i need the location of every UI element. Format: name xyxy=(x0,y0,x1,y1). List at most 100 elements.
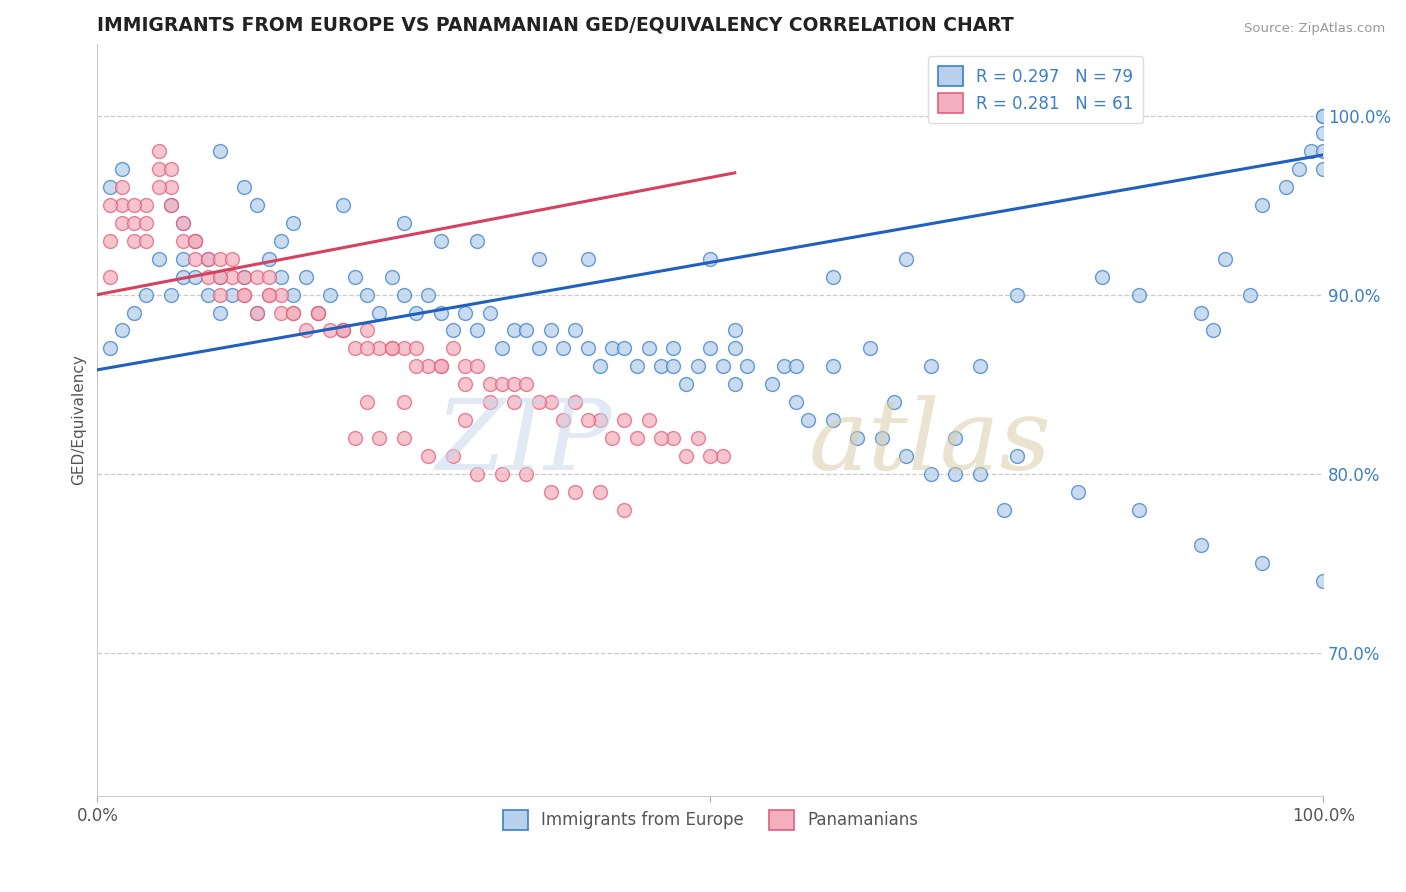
Point xyxy=(332,323,354,337)
Point xyxy=(1067,484,1090,499)
Point xyxy=(356,323,378,337)
Point xyxy=(589,484,612,499)
Point xyxy=(686,359,709,374)
Point xyxy=(148,145,170,159)
Point xyxy=(564,323,586,337)
Point xyxy=(735,359,758,374)
Point xyxy=(257,252,280,266)
Point xyxy=(613,502,636,516)
Point xyxy=(686,431,709,445)
Point xyxy=(564,484,586,499)
Point xyxy=(343,342,366,356)
Point xyxy=(870,431,893,445)
Point xyxy=(858,342,880,356)
Point xyxy=(1312,109,1334,123)
Text: atlas: atlas xyxy=(808,395,1052,491)
Point xyxy=(221,269,243,284)
Point xyxy=(454,305,477,319)
Point xyxy=(650,359,672,374)
Point xyxy=(160,198,183,212)
Point xyxy=(761,377,783,392)
Point xyxy=(478,305,501,319)
Point xyxy=(135,287,157,301)
Point xyxy=(405,342,427,356)
Point xyxy=(626,431,648,445)
Point xyxy=(993,502,1015,516)
Point xyxy=(699,342,721,356)
Point xyxy=(527,342,550,356)
Point xyxy=(711,449,734,463)
Point xyxy=(257,287,280,301)
Point xyxy=(1091,269,1114,284)
Point xyxy=(1202,323,1225,337)
Point xyxy=(233,287,256,301)
Point xyxy=(896,449,918,463)
Point xyxy=(478,395,501,409)
Point xyxy=(1250,556,1272,570)
Point xyxy=(564,395,586,409)
Point xyxy=(270,287,292,301)
Point xyxy=(1299,145,1322,159)
Point xyxy=(405,305,427,319)
Point xyxy=(184,269,207,284)
Point xyxy=(441,323,464,337)
Point xyxy=(724,377,747,392)
Point xyxy=(467,359,489,374)
Point xyxy=(1189,538,1212,552)
Point xyxy=(98,342,121,356)
Point xyxy=(540,323,562,337)
Point xyxy=(1005,449,1028,463)
Point xyxy=(491,377,513,392)
Point xyxy=(392,395,415,409)
Point xyxy=(160,198,183,212)
Text: Source: ZipAtlas.com: Source: ZipAtlas.com xyxy=(1244,22,1385,36)
Point xyxy=(208,252,231,266)
Point xyxy=(1312,162,1334,177)
Point xyxy=(392,342,415,356)
Point xyxy=(356,395,378,409)
Point xyxy=(675,449,697,463)
Point xyxy=(429,234,451,248)
Point xyxy=(184,234,207,248)
Text: IMMIGRANTS FROM EUROPE VS PANAMANIAN GED/EQUIVALENCY CORRELATION CHART: IMMIGRANTS FROM EUROPE VS PANAMANIAN GED… xyxy=(97,15,1014,34)
Point xyxy=(503,377,526,392)
Point xyxy=(184,234,207,248)
Point xyxy=(122,216,145,230)
Point xyxy=(172,269,194,284)
Point xyxy=(160,287,183,301)
Text: ZIP: ZIP xyxy=(436,395,612,491)
Point xyxy=(307,305,329,319)
Point xyxy=(491,467,513,481)
Point xyxy=(626,359,648,374)
Point xyxy=(307,305,329,319)
Point xyxy=(1275,180,1298,194)
Point xyxy=(467,323,489,337)
Point xyxy=(1005,287,1028,301)
Point xyxy=(576,413,599,427)
Point xyxy=(945,467,967,481)
Point xyxy=(589,413,612,427)
Point xyxy=(467,234,489,248)
Point xyxy=(356,342,378,356)
Point xyxy=(98,234,121,248)
Point xyxy=(1312,574,1334,589)
Point xyxy=(246,305,269,319)
Point xyxy=(589,359,612,374)
Point xyxy=(527,395,550,409)
Point xyxy=(332,323,354,337)
Point xyxy=(650,431,672,445)
Point xyxy=(111,162,134,177)
Point xyxy=(662,342,685,356)
Point xyxy=(122,234,145,248)
Point xyxy=(319,323,342,337)
Point xyxy=(638,342,661,356)
Point xyxy=(257,269,280,284)
Point xyxy=(515,377,537,392)
Point xyxy=(368,305,391,319)
Point xyxy=(307,305,329,319)
Point xyxy=(553,342,575,356)
Point xyxy=(233,269,256,284)
Point xyxy=(1128,502,1150,516)
Point xyxy=(429,359,451,374)
Point xyxy=(392,431,415,445)
